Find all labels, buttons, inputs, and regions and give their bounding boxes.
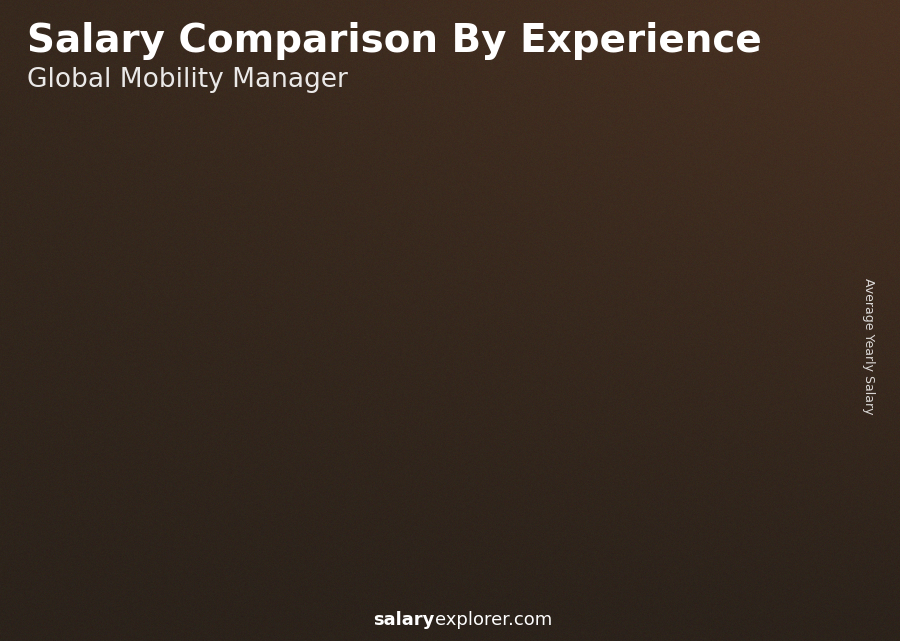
Bar — [194, 394, 202, 551]
Bar — [68, 433, 143, 551]
Text: 269,000 CHF: 269,000 CHF — [705, 187, 808, 202]
Text: Average Yearly Salary: Average Yearly Salary — [862, 278, 875, 414]
Text: salary: salary — [374, 612, 435, 629]
Text: 228,000 CHF: 228,000 CHF — [444, 238, 547, 253]
Text: +34%: +34% — [128, 312, 212, 337]
Bar — [263, 394, 269, 551]
Bar — [523, 268, 530, 551]
Bar — [718, 217, 794, 551]
Bar — [392, 319, 400, 551]
Bar — [589, 242, 664, 249]
Bar — [715, 217, 722, 551]
Text: explorer.com: explorer.com — [435, 612, 552, 629]
Bar — [198, 394, 273, 551]
Bar — [328, 319, 403, 324]
Bar — [454, 268, 462, 551]
Bar — [324, 319, 331, 551]
Bar — [458, 268, 534, 551]
Bar — [68, 433, 143, 437]
Bar — [64, 433, 71, 551]
Bar — [589, 242, 664, 551]
Text: 187,000 CHF: 187,000 CHF — [314, 289, 418, 304]
Bar — [653, 242, 661, 551]
Bar — [718, 217, 794, 225]
Text: +8%: +8% — [658, 144, 724, 170]
Bar — [198, 394, 273, 397]
Bar — [458, 268, 534, 275]
Text: 94,900 CHF: 94,900 CHF — [58, 403, 152, 419]
Bar — [585, 242, 592, 551]
Text: Global Mobility Manager: Global Mobility Manager — [27, 67, 348, 94]
Text: 249,000 CHF: 249,000 CHF — [574, 212, 678, 227]
Bar — [132, 433, 140, 551]
Text: +22%: +22% — [388, 182, 473, 208]
Bar — [797, 26, 814, 69]
Text: 127,000 CHF: 127,000 CHF — [184, 363, 287, 378]
Bar — [783, 217, 790, 551]
Bar — [328, 319, 403, 551]
Text: +48%: +48% — [258, 228, 343, 254]
Text: +9%: +9% — [527, 163, 594, 190]
Text: Salary Comparison By Experience: Salary Comparison By Experience — [27, 22, 761, 60]
Bar — [778, 41, 833, 54]
